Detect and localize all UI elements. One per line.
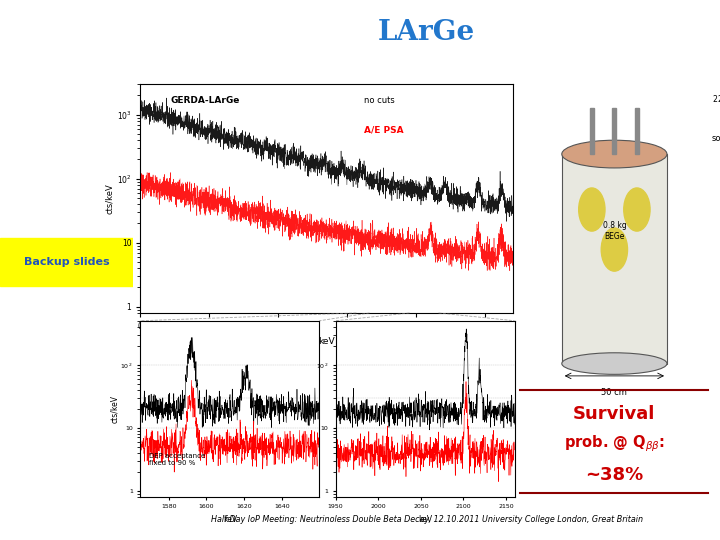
Bar — [635, 108, 639, 154]
Bar — [613, 108, 616, 154]
Bar — [0, 238, 133, 286]
Text: prob. @ Q$_{\beta\beta}$:: prob. @ Q$_{\beta\beta}$: — [564, 434, 665, 454]
Ellipse shape — [562, 140, 667, 168]
Text: GERDA-LArGe: GERDA-LArGe — [170, 96, 240, 105]
Text: Survival: Survival — [573, 406, 656, 423]
Ellipse shape — [562, 353, 667, 374]
Circle shape — [601, 228, 628, 271]
Text: source: source — [712, 134, 720, 143]
X-axis label: keV: keV — [418, 515, 432, 524]
Text: Backup slides: Backup slides — [24, 257, 109, 267]
Y-axis label: cts/keV: cts/keV — [105, 183, 114, 214]
X-axis label: keV: keV — [318, 336, 335, 346]
Circle shape — [624, 188, 650, 231]
Text: 50 cm: 50 cm — [601, 388, 627, 397]
Text: $^{228}$Th: $^{228}$Th — [712, 93, 720, 110]
Text: Half Day IoP Meeting: Neutrinoless Double Beta Decay, 12.10.2011 University Coll: Half Day IoP Meeting: Neutrinoless Doubl… — [210, 515, 643, 524]
Text: DEP acceptance
fixed to 90 %: DEP acceptance fixed to 90 % — [149, 453, 206, 466]
Text: LArGe: LArGe — [378, 19, 475, 46]
Text: 0.8 kg
BEGe: 0.8 kg BEGe — [603, 221, 626, 241]
X-axis label: keV: keV — [222, 515, 237, 524]
Bar — [590, 108, 594, 154]
Y-axis label: cts/keV: cts/keV — [110, 395, 119, 423]
Text: ~38%: ~38% — [585, 466, 644, 484]
Circle shape — [579, 188, 605, 231]
Text: A/E PSA: A/E PSA — [364, 125, 404, 134]
Text: no cuts: no cuts — [364, 96, 395, 105]
Bar — [562, 154, 667, 363]
